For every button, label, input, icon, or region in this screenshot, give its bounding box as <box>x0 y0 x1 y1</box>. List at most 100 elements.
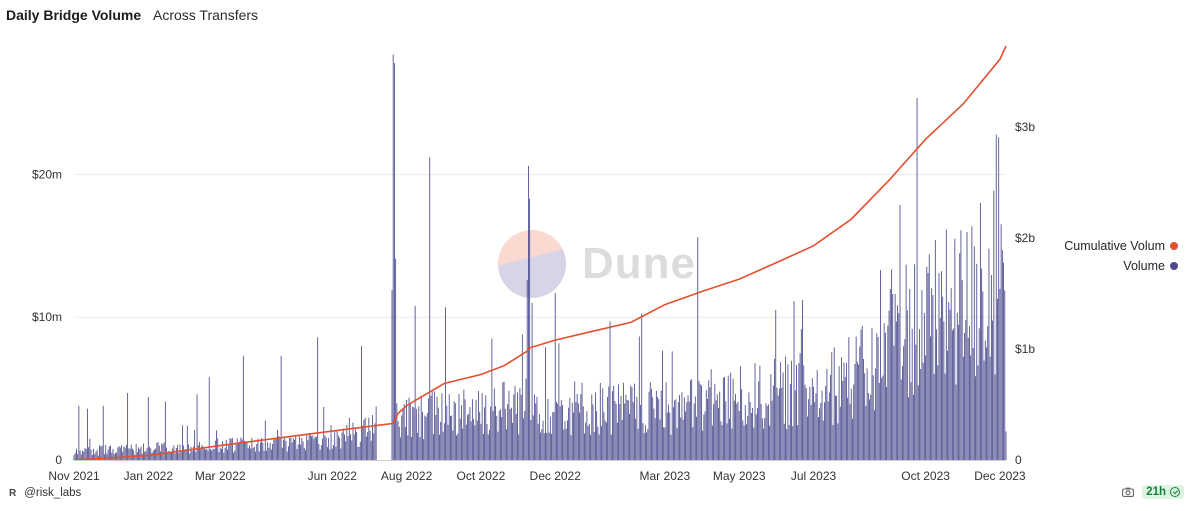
volume-bar <box>574 381 576 460</box>
volume-bar <box>636 396 638 460</box>
volume-bar <box>752 407 754 460</box>
volume-bar <box>147 397 149 460</box>
volume-bar <box>775 309 777 460</box>
volume-bar <box>464 399 466 460</box>
volume-bar <box>222 441 224 460</box>
grid-lines <box>74 173 1006 318</box>
volume-bar <box>169 451 171 460</box>
volume-bar <box>936 329 937 460</box>
volume-bar <box>251 437 253 460</box>
volume-bar <box>158 445 160 460</box>
volume-bar <box>375 406 377 460</box>
volume-bar <box>596 411 598 460</box>
legend-item-volume[interactable]: Volume <box>1040 256 1178 276</box>
volume-bar <box>297 444 299 460</box>
volume-bar <box>348 417 350 460</box>
volume-bar <box>965 320 967 460</box>
volume-bar <box>517 392 518 460</box>
volume-bar <box>324 435 326 460</box>
volume-bar <box>969 326 970 460</box>
volume-bar <box>805 388 807 460</box>
volume-bar <box>776 387 778 460</box>
volume-bar <box>216 430 217 460</box>
volume-bar <box>960 230 962 460</box>
volume-bar <box>783 423 785 460</box>
volume-bar <box>629 413 630 460</box>
volume-bar <box>160 451 161 460</box>
volume-bar <box>853 384 855 460</box>
volume-bar <box>510 407 512 460</box>
volume-bar <box>670 434 672 460</box>
volume-bar <box>400 437 401 460</box>
volume-bar <box>612 391 613 460</box>
volume-bar <box>353 434 355 460</box>
volume-bar <box>698 380 700 460</box>
volume-bar <box>335 446 337 460</box>
volume-bar <box>513 394 515 460</box>
volume-bar <box>859 346 861 460</box>
volume-bar <box>95 451 97 460</box>
volume-bar <box>358 446 360 460</box>
volume-bar <box>308 432 310 460</box>
volume-bar <box>782 372 784 460</box>
volume-bar <box>102 405 104 460</box>
camera-icon[interactable] <box>1122 487 1135 497</box>
author-handle[interactable]: @risk_labs <box>24 487 82 499</box>
volume-bar <box>96 449 98 460</box>
volume-bar <box>741 389 743 460</box>
volume-bar <box>979 203 981 460</box>
volume-bar <box>530 419 532 460</box>
volume-bar <box>401 415 403 460</box>
volume-bar <box>196 394 198 460</box>
refresh-badge[interactable]: 21h <box>1142 485 1184 499</box>
volume-bar <box>486 424 488 460</box>
volume-bar <box>750 413 752 460</box>
volume-bar <box>842 380 844 460</box>
volume-bar <box>1001 250 1003 460</box>
volume-bar <box>927 273 929 460</box>
volume-bar <box>653 408 655 460</box>
volume-bar <box>529 198 531 461</box>
volume-bar <box>189 453 191 460</box>
volume-bar <box>623 382 624 460</box>
volume-bar <box>540 432 542 460</box>
volume-bar <box>362 425 364 460</box>
volume-bar <box>440 421 442 460</box>
volume-bar <box>759 365 761 460</box>
volume-bar <box>693 403 695 460</box>
volume-bar <box>613 385 615 460</box>
volume-bar <box>278 436 280 460</box>
cumulative-line-group <box>73 45 1007 461</box>
volume-bar <box>403 404 405 460</box>
volume-bar <box>89 438 91 460</box>
volume-bar <box>326 447 328 460</box>
legend-label-cumulative: Cumulative Volum <box>1064 239 1165 253</box>
volume-bar <box>183 445 185 460</box>
volume-bar <box>826 368 828 460</box>
volume-bar <box>182 425 183 460</box>
volume-bar <box>970 355 972 460</box>
volume-bar <box>797 425 799 460</box>
volume-bar <box>592 404 594 460</box>
volume-bar <box>838 366 840 460</box>
volume-bar <box>923 313 925 460</box>
volume-bar <box>856 361 858 460</box>
volume-bar <box>396 403 398 460</box>
volume-bar <box>435 415 437 460</box>
volume-bar <box>418 406 420 460</box>
volume-bar <box>761 418 763 460</box>
volume-bar <box>240 437 242 460</box>
volume-bar <box>171 452 172 460</box>
volume-bar <box>711 425 713 460</box>
volume-bar <box>931 288 933 460</box>
volume-bar <box>74 452 76 460</box>
volume-bar <box>301 437 303 460</box>
volume-bar <box>331 448 333 460</box>
volume-bar <box>618 384 620 460</box>
volume-bar <box>559 406 561 460</box>
legend-item-cumulative[interactable]: Cumulative Volum <box>1040 236 1178 256</box>
volume-bar <box>485 395 487 460</box>
volume-bar <box>614 400 616 460</box>
volume-bar <box>543 433 545 460</box>
volume-bar <box>699 384 701 460</box>
